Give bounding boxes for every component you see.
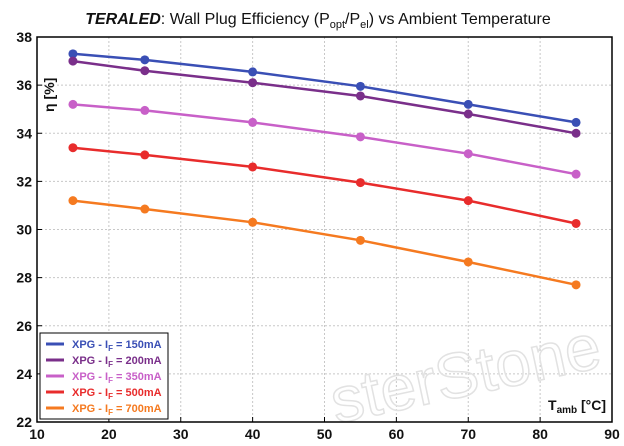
series-line (72, 59, 577, 135)
x-axis-label-symbol: T (548, 397, 557, 413)
legend-label-prefix: XPG - I (72, 371, 108, 383)
data-point (571, 117, 581, 127)
y-tick-label: 30 (16, 222, 32, 238)
y-tick-label: 34 (16, 125, 32, 141)
data-point (140, 105, 150, 115)
y-tick-label: 24 (16, 366, 32, 382)
data-point (140, 204, 150, 214)
data-point (248, 217, 258, 227)
x-tick-label: 80 (532, 426, 548, 442)
series-line (72, 199, 577, 287)
legend-label-sub: F (108, 408, 113, 417)
data-point (463, 109, 473, 119)
chart-title-bold: TERALED (85, 11, 161, 28)
series-line (72, 146, 577, 225)
legend-label-suffix: = 150mA (113, 339, 162, 351)
data-point (68, 56, 78, 66)
legend-label-sub: F (108, 360, 113, 369)
y-axis-label: η [%] (41, 78, 57, 112)
data-point (463, 99, 473, 109)
y-tick-label: 32 (16, 173, 32, 189)
x-tick-label: 50 (317, 426, 333, 442)
legend-label-sub: F (108, 376, 113, 385)
chart-title-sub-opt: opt (330, 19, 345, 31)
y-axis-label-unit: [%] (41, 78, 57, 100)
legend-label-prefix: XPG - I (72, 387, 108, 399)
x-tick-label: 10 (29, 426, 45, 442)
legend-label: XPG - IF = 150mA (72, 339, 162, 353)
x-tick-label: 40 (245, 426, 261, 442)
data-point (140, 55, 150, 65)
x-axis-label-unit: [°C] (577, 397, 606, 413)
y-tick-label: 26 (16, 318, 32, 334)
data-point (463, 149, 473, 159)
chart-title-end: ) vs Ambient Temperature (369, 11, 551, 28)
legend-label: XPG - IF = 500mA (72, 387, 162, 401)
data-point (248, 117, 258, 127)
chart-title-mid: /P (345, 11, 360, 28)
data-point (355, 81, 365, 91)
x-axis-label: Tamb [°C] (548, 397, 606, 416)
chart-title-sub-el: el (360, 19, 369, 31)
data-point (68, 49, 78, 59)
data-point (571, 218, 581, 228)
legend-label-prefix: XPG - I (72, 403, 108, 415)
x-axis-label-sub: amb (557, 405, 578, 416)
y-axis-label-symbol: η (41, 103, 57, 112)
y-tick-label: 28 (16, 270, 32, 286)
legend-label-prefix: XPG - I (72, 339, 108, 351)
data-point (68, 99, 78, 109)
chart-title-text: : Wall Plug Efficiency (P (161, 11, 330, 28)
data-point (68, 196, 78, 206)
series-2 (68, 56, 581, 138)
x-tick-label: 60 (389, 426, 405, 442)
legend-label-suffix: = 500mA (113, 387, 162, 399)
legend-label: XPG - IF = 200mA (72, 355, 162, 369)
y-tick-label: 38 (16, 29, 32, 45)
series-line (72, 52, 577, 124)
x-tick-label: 30 (173, 426, 189, 442)
data-point (355, 132, 365, 142)
data-point (571, 169, 581, 179)
x-tick-label: 90 (604, 426, 620, 442)
legend-label-prefix: XPG - I (72, 355, 108, 367)
data-point (463, 257, 473, 267)
x-tick-label: 20 (101, 426, 117, 442)
x-tick-label: 70 (460, 426, 476, 442)
legend-label-sub: F (108, 392, 113, 401)
series-4 (68, 143, 581, 228)
legend-label-sub: F (108, 344, 113, 353)
y-tick-label: 22 (16, 414, 32, 430)
data-point (248, 67, 258, 77)
legend-label-suffix: = 200mA (113, 355, 162, 367)
legend-label: XPG - IF = 700mA (72, 403, 162, 417)
chart-title: TERALED: Wall Plug Efficiency (Popt/Pel)… (85, 11, 551, 31)
series-1 (68, 49, 581, 127)
data-point (463, 196, 473, 206)
series-5 (68, 196, 581, 290)
data-point (355, 235, 365, 245)
data-point (355, 91, 365, 101)
series-3 (68, 99, 581, 179)
legend-label-suffix: = 350mA (113, 371, 162, 383)
y-tick-label: 36 (16, 77, 32, 93)
legend-label-suffix: = 700mA (113, 403, 162, 415)
series-line (72, 103, 577, 176)
data-point (140, 66, 150, 76)
data-point (140, 150, 150, 160)
data-point (355, 178, 365, 188)
legend-label: XPG - IF = 350mA (72, 371, 162, 385)
data-point (571, 280, 581, 290)
data-point (248, 162, 258, 172)
data-point (248, 78, 258, 88)
data-point (571, 128, 581, 138)
data-point (68, 143, 78, 153)
